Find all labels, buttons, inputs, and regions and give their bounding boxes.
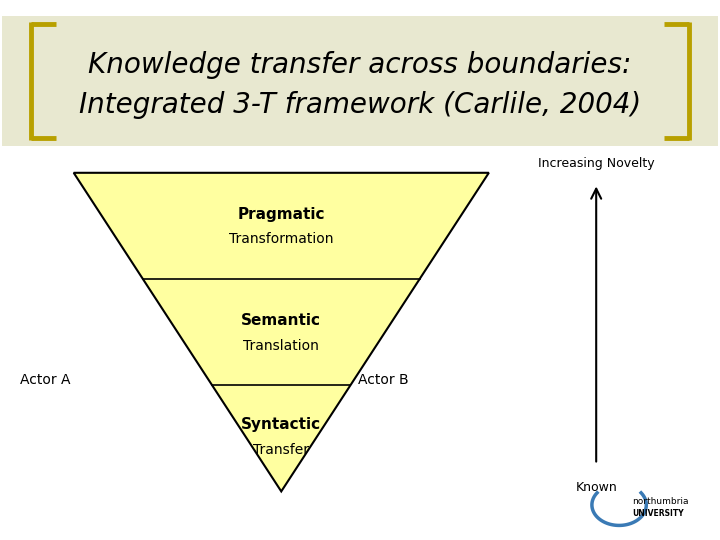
Text: Actor A: Actor A [19, 373, 70, 387]
Text: Pragmatic: Pragmatic [238, 206, 325, 221]
Text: Syntactic: Syntactic [241, 417, 321, 433]
Text: Integrated 3-T framework (Carlile, 2004): Integrated 3-T framework (Carlile, 2004) [79, 91, 641, 119]
FancyBboxPatch shape [2, 16, 718, 146]
Text: Transfer: Transfer [253, 443, 310, 457]
Text: Actor B: Actor B [358, 373, 408, 387]
Text: Semantic: Semantic [241, 313, 321, 328]
Text: Translation: Translation [243, 339, 319, 353]
Text: Known: Known [575, 481, 617, 494]
Text: UNIVERSITY: UNIVERSITY [632, 509, 683, 518]
Text: Increasing Novelty: Increasing Novelty [538, 157, 654, 170]
Text: Knowledge transfer across boundaries:: Knowledge transfer across boundaries: [89, 51, 631, 79]
Text: northumbria: northumbria [632, 497, 688, 506]
Polygon shape [73, 173, 489, 491]
Text: Transformation: Transformation [229, 232, 333, 246]
